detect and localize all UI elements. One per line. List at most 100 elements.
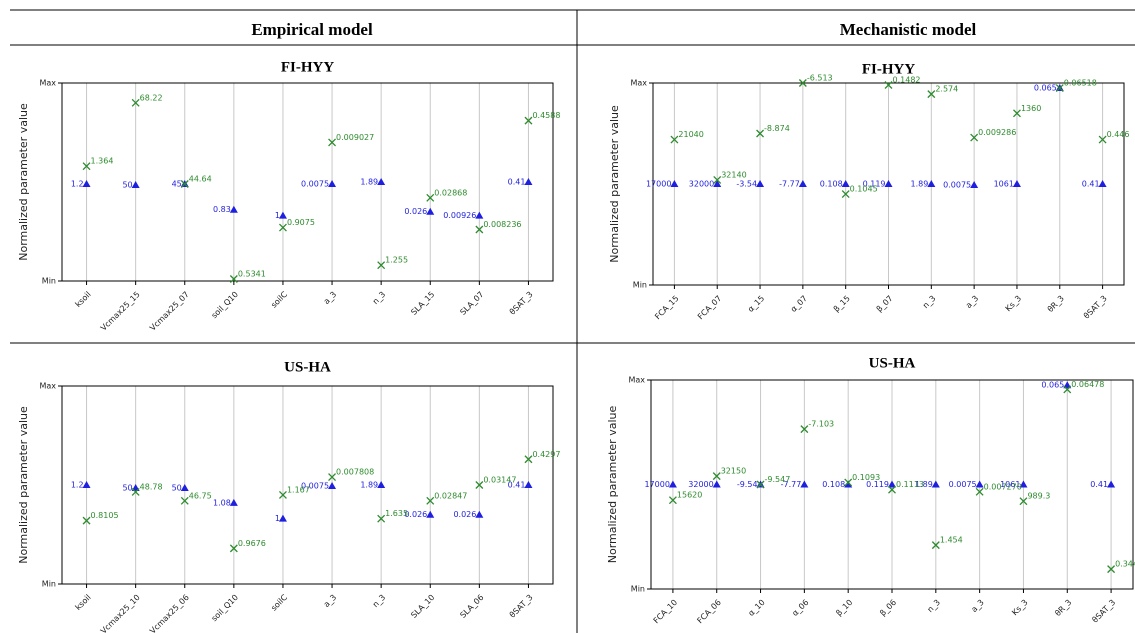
point-label: 0.1482 [893, 76, 921, 85]
point-label: 1 [275, 211, 280, 220]
triangle-marker [131, 180, 140, 188]
point-label: 0.0075 [301, 481, 329, 490]
x-tick-label: Ks_3 [1010, 598, 1029, 617]
triangle-marker [524, 178, 533, 185]
point-label: 0.06518 [1064, 79, 1097, 88]
triangle-marker [756, 180, 765, 187]
x-tick-label: β_10 [834, 598, 854, 618]
x-tick-label: FCA_15 [653, 294, 680, 321]
y-tick-label: Min [631, 585, 645, 594]
point-label: 1.2 [71, 481, 84, 490]
x-marker [426, 193, 435, 202]
point-label: 0.009027 [336, 133, 374, 142]
triangle-marker [82, 179, 91, 187]
triangle-marker [328, 179, 337, 187]
point-label: 0.4297 [532, 450, 560, 459]
x-tick-label: n_3 [371, 593, 387, 609]
x-marker [668, 496, 677, 505]
point-label: 1.167 [287, 485, 310, 494]
x-tick-label: ksoil [74, 290, 93, 309]
triangle-marker [328, 481, 337, 489]
y-tick-label: Max [39, 79, 56, 88]
point-label: 68.22 [140, 93, 163, 102]
x-marker [798, 79, 807, 87]
point-label: 32000 [688, 480, 713, 489]
point-label: 0.41 [1082, 180, 1100, 189]
point-label: 50 [122, 483, 132, 492]
point-label: 1.255 [385, 256, 408, 265]
point-label: 1 [275, 514, 280, 523]
x-tick-label: Vcmax25_10 [99, 593, 142, 633]
x-tick-label: SLA_10 [409, 593, 436, 620]
point-label: 0.06478 [1071, 380, 1104, 389]
point-label: 17000 [644, 480, 669, 489]
x-tick-label: SLA_06 [458, 593, 485, 620]
x-tick-label: α_10 [747, 598, 767, 618]
x-tick-label: FCA_10 [652, 598, 679, 625]
point-label: -9.54 [737, 480, 758, 489]
x-marker [884, 81, 893, 89]
point-label: 0.0075 [301, 179, 329, 188]
triangle-marker [884, 180, 893, 187]
y-tick-label: Max [630, 79, 647, 88]
x-tick-label: soilC [269, 290, 289, 310]
point-label: 1.08 [213, 498, 231, 507]
triangle-marker [670, 180, 679, 187]
point-label: 1.89 [911, 180, 929, 189]
point-label: 0.02868 [434, 188, 467, 197]
x-marker [1063, 385, 1072, 394]
point-label: 0.026 [453, 510, 476, 519]
point-label: 0.108 [820, 180, 843, 189]
x-marker [278, 223, 287, 232]
triangle-marker [278, 211, 287, 219]
x-marker [1098, 135, 1107, 144]
x-marker [328, 473, 337, 482]
x-tick-label: a_3 [322, 290, 338, 306]
point-label: 0.1093 [852, 473, 880, 482]
point-label: 0.5341 [238, 270, 266, 279]
x-tick-label: Vcmax25_07 [148, 290, 191, 333]
point-label: 1.2 [71, 179, 84, 188]
point-label: 0.0075 [943, 181, 971, 190]
triangle-marker [1012, 180, 1021, 187]
triangle-marker [800, 480, 809, 488]
point-label: 0.065 [1034, 84, 1057, 93]
x-tick-label: soil_Q10 [210, 290, 240, 320]
x-marker [426, 496, 435, 505]
point-label: 32140 [721, 170, 746, 179]
triangle-marker [975, 480, 984, 488]
point-label: 32000 [689, 180, 714, 189]
x-marker [927, 90, 936, 99]
point-label: 0.1113 [896, 480, 924, 489]
point-label: -7.103 [808, 420, 834, 429]
x-marker [475, 225, 484, 234]
column-header: Empirical model [251, 20, 373, 39]
chart-title: US-HA [869, 355, 916, 371]
point-label: 1.364 [91, 157, 114, 166]
point-label: 0.026 [404, 510, 427, 519]
y-axis-label: Normalized parameter value [17, 103, 30, 261]
x-marker [931, 541, 940, 550]
x-marker [180, 496, 189, 505]
x-tick-label: Vcmax25_06 [148, 593, 191, 633]
x-marker [841, 190, 850, 199]
point-label: 0.008236 [483, 220, 521, 229]
plot-frame [650, 379, 1134, 590]
point-label: 0.41 [508, 481, 526, 490]
y-axis-label: Normalized parameter value [608, 105, 621, 263]
point-label: 0.344 [1115, 560, 1135, 569]
x-marker [328, 138, 337, 147]
point-label: 50 [122, 180, 132, 189]
x-tick-label: FCA_06 [695, 598, 722, 625]
point-label: 0.007270 [984, 482, 1022, 491]
x-tick-label: α_15 [746, 294, 766, 314]
y-tick-label: Min [633, 281, 647, 290]
y-tick-label: Min [42, 580, 56, 589]
plot-frame [61, 385, 554, 585]
triangle-marker [927, 180, 936, 187]
y-axis-label: Normalized parameter value [606, 406, 619, 564]
point-label: 989.3 [1027, 492, 1050, 501]
x-tick-label: θSAT_3 [1090, 598, 1117, 625]
x-marker [82, 516, 91, 525]
triangle-marker [377, 178, 386, 185]
